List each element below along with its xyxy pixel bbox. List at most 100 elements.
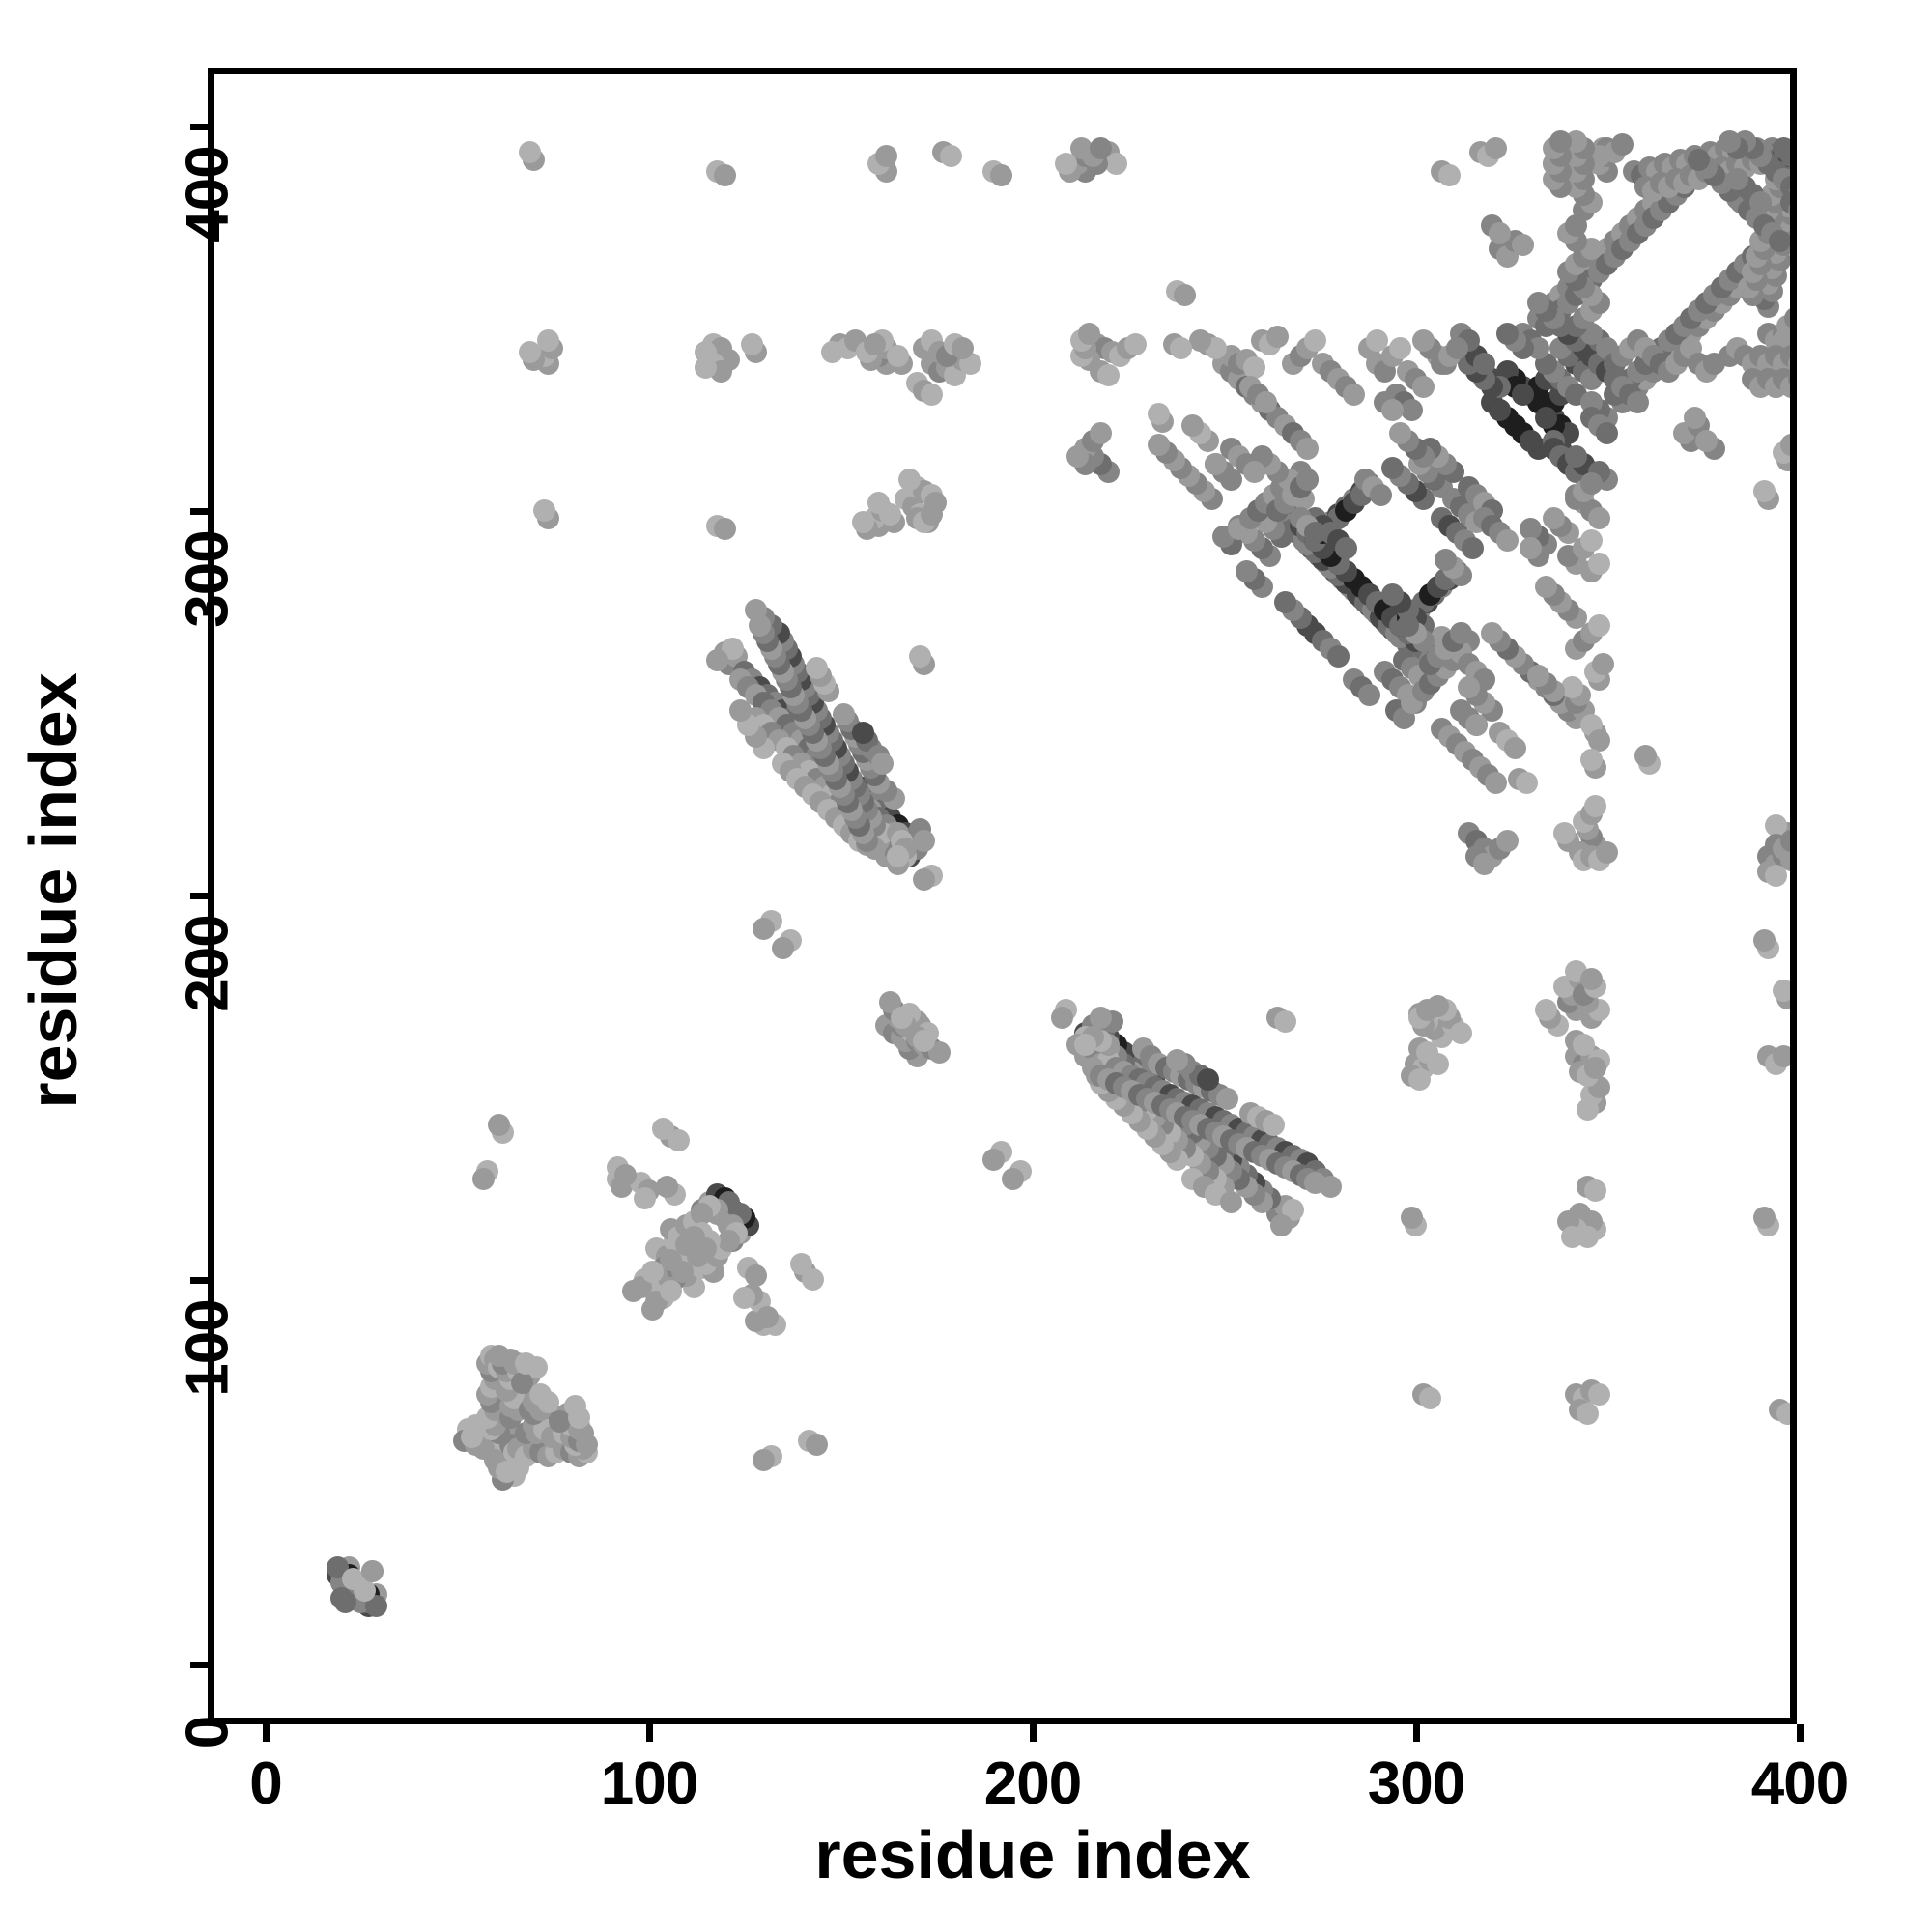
- data-point: [514, 1352, 537, 1376]
- data-point: [921, 384, 944, 407]
- data-point: [806, 656, 829, 679]
- data-point: [1220, 1190, 1242, 1213]
- data-point: [518, 341, 541, 364]
- data-point: [1596, 840, 1619, 864]
- data-point: [1242, 460, 1265, 483]
- data-point: [691, 1202, 714, 1225]
- data-point: [989, 164, 1012, 187]
- data-point: [333, 1590, 356, 1613]
- data-point: [802, 1267, 825, 1291]
- x-tick-label: 200: [983, 1750, 1082, 1817]
- data-point: [1534, 407, 1557, 429]
- data-point: [1123, 333, 1147, 356]
- data-point: [1269, 1213, 1293, 1236]
- data-point: [1216, 1087, 1238, 1110]
- data-point: [1343, 384, 1365, 407]
- data-point: [913, 867, 936, 891]
- data-point: [706, 648, 728, 671]
- data-point: [549, 1409, 572, 1433]
- data-point: [748, 613, 771, 637]
- data-point: [874, 145, 897, 168]
- x-tick-mark: [645, 1724, 653, 1742]
- data-point: [1189, 329, 1212, 353]
- data-point: [717, 1229, 740, 1252]
- data-point: [613, 1164, 637, 1187]
- data-point: [714, 518, 736, 541]
- data-point: [1488, 222, 1511, 244]
- data-point: [1369, 483, 1392, 506]
- y-tick-label: 400: [174, 146, 242, 243]
- data-point: [1580, 529, 1604, 553]
- data-point: [1450, 1021, 1473, 1044]
- x-tick-mark: [1412, 1724, 1420, 1742]
- data-point: [487, 1114, 510, 1137]
- data-point: [1090, 421, 1112, 444]
- data-point: [1748, 191, 1772, 214]
- data-point: [1074, 1033, 1097, 1056]
- data-point: [1147, 403, 1170, 425]
- data-point: [1078, 322, 1101, 345]
- data-point: [1388, 337, 1411, 360]
- data-point: [537, 1390, 560, 1413]
- data-point: [1764, 864, 1787, 887]
- data-point: [732, 1287, 755, 1310]
- data-point: [633, 1187, 656, 1209]
- data-point: [714, 164, 736, 187]
- data-point: [1147, 433, 1170, 456]
- data-point: [1592, 652, 1615, 675]
- data-point: [1752, 479, 1776, 502]
- data-point: [1776, 1402, 1790, 1425]
- data-point: [1610, 133, 1634, 156]
- data-point: [1458, 675, 1481, 698]
- data-point: [1254, 391, 1277, 414]
- data-point: [1296, 437, 1320, 460]
- y-tick-label: 300: [174, 530, 242, 628]
- data-point: [568, 1406, 591, 1429]
- data-point: [1588, 729, 1611, 753]
- data-point: [1304, 522, 1327, 545]
- data-point: [1465, 714, 1489, 737]
- data-point: [533, 498, 556, 522]
- data-point: [1388, 421, 1411, 444]
- data-point: [1104, 153, 1127, 176]
- data-point: [1450, 621, 1473, 644]
- data-point: [1273, 591, 1296, 614]
- data-point: [341, 1568, 364, 1590]
- data-point: [695, 1236, 718, 1260]
- data-point: [1415, 1040, 1438, 1064]
- data-point: [1752, 1206, 1776, 1229]
- data-point: [1588, 613, 1611, 637]
- data-point: [1335, 537, 1358, 560]
- y-tick-label: 100: [174, 1299, 242, 1397]
- data-point: [1304, 1172, 1327, 1194]
- data-point: [1473, 852, 1495, 875]
- data-point: [1495, 829, 1519, 852]
- data-point: [1205, 452, 1228, 475]
- data-point: [1262, 1114, 1285, 1137]
- data-point: [790, 1252, 813, 1275]
- data-point: [851, 510, 874, 533]
- data-point: [495, 1460, 518, 1483]
- data-point: [1752, 929, 1776, 952]
- data-point: [510, 1372, 533, 1394]
- data-point: [1380, 583, 1404, 607]
- data-point: [1588, 506, 1611, 529]
- data-point: [1265, 326, 1289, 349]
- data-point: [1584, 795, 1607, 817]
- data-point: [460, 1425, 483, 1448]
- data-point: [1327, 644, 1350, 668]
- data-point: [1273, 1009, 1296, 1033]
- data-point: [806, 1433, 829, 1456]
- data-point: [752, 918, 775, 941]
- data-point: [755, 1306, 779, 1329]
- data-point: [1197, 1067, 1220, 1091]
- data-point: [1415, 998, 1438, 1021]
- data-point: [1779, 829, 1790, 852]
- data-point: [640, 1298, 664, 1321]
- data-point: [1484, 137, 1507, 160]
- data-point: [1561, 675, 1584, 698]
- data-point: [695, 356, 718, 380]
- data-point: [1365, 329, 1388, 353]
- data-point: [1481, 621, 1503, 644]
- data-point: [668, 1129, 691, 1152]
